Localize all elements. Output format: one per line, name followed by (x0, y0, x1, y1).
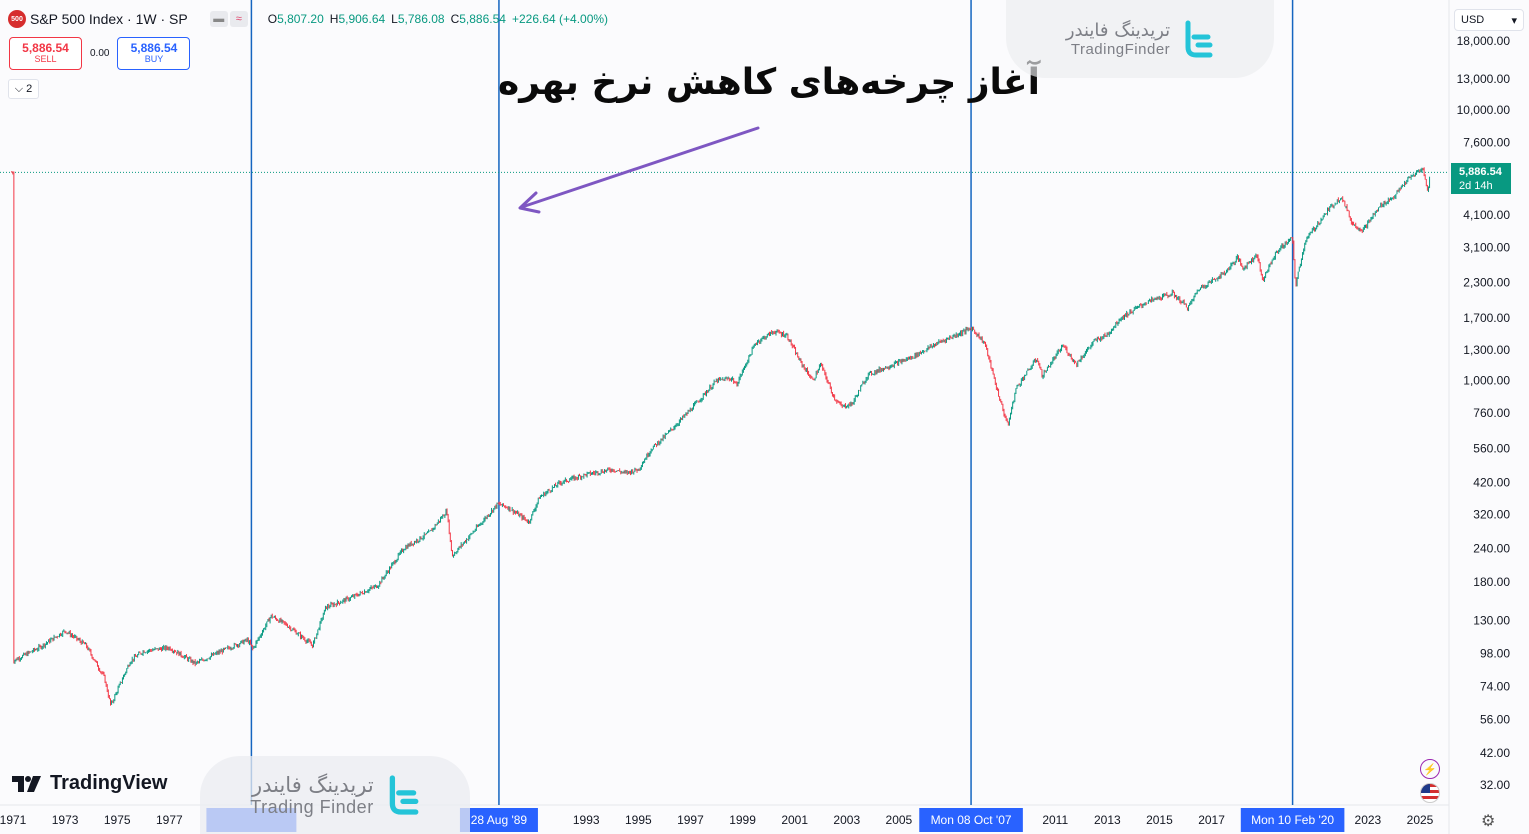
price-tick-label: 13,000.00 (1457, 72, 1511, 86)
tradingfinder-logo-icon (389, 775, 419, 815)
sell-button[interactable]: 5,886.54 SELL (9, 37, 82, 70)
time-tick-label: 2025 (1407, 813, 1434, 827)
price-tick-label: 10,000.00 (1457, 103, 1511, 117)
price-tick-label: 560.00 (1473, 442, 1510, 456)
time-tick-label: 1973 (52, 813, 79, 827)
indicator-collapse-button[interactable]: ⌵ 2 (8, 79, 39, 99)
date-tag-box (919, 808, 1023, 832)
time-tick-label: 1999 (729, 813, 756, 827)
wave-icon[interactable]: ≈ (229, 11, 248, 27)
time-tick-label: 1971 (0, 813, 27, 827)
price-tick-label: 1,000.00 (1463, 374, 1510, 388)
date-tag-label: Mon 08 Oct '07 (931, 813, 1012, 827)
currency-select[interactable]: USD ▾ (1454, 9, 1524, 31)
spread-value: 0.00 (90, 48, 110, 59)
time-tick-label: 2015 (1146, 813, 1173, 827)
time-tick-label: 2011 (1042, 813, 1068, 827)
price-tick-label: 320.00 (1473, 507, 1510, 521)
rate-cut-cycle-lines (250, 0, 1294, 805)
time-tick-label: 1995 (625, 813, 652, 827)
time-tick-label: 1993 (573, 813, 600, 827)
time-tick-label: 1977 (156, 813, 183, 827)
time-tick-label: 1975 (104, 813, 131, 827)
time-tick-label: 2013 (1094, 813, 1121, 827)
price-tick-label: 3,100.00 (1463, 241, 1510, 255)
time-tick-label: 2017 (1198, 813, 1225, 827)
tradingfinder-logo-icon (1185, 20, 1213, 58)
time-tick-label: 2001 (781, 813, 808, 827)
rate-cut-annotation: آغاز چرخه‌های کاهش نرخ بهره (498, 62, 1040, 103)
price-tick-label: 56.00 (1480, 712, 1510, 726)
date-tag-box (459, 808, 538, 832)
price-tick-label: 130.00 (1473, 613, 1510, 627)
buy-button[interactable]: 5,886.54 BUY (117, 37, 191, 70)
price-tick-label: 98.00 (1480, 647, 1510, 661)
price-tick-label: 32.00 (1480, 778, 1510, 792)
trade-panel: 5,886.54 SELL 0.00 5,886.54 BUY (9, 37, 191, 70)
price-tick-label: 240.00 (1473, 541, 1510, 555)
date-tag-label: Mon 10 Feb '20 (1251, 813, 1334, 827)
date-tag-label: 28 Aug '89 (471, 813, 528, 827)
dropdown-caret-icon: ▾ (1511, 14, 1517, 27)
ohlc-change: +226.64 (+4.00%) (511, 12, 609, 26)
tradingview-mark-icon (12, 775, 41, 792)
price-tick-label: 7,600.00 (1463, 135, 1510, 149)
price-tick-label: 420.00 (1473, 476, 1510, 490)
price-tick-label: 4,100.00 (1463, 208, 1510, 222)
price-tick-label: 760.00 (1473, 406, 1510, 420)
price-tick-label: 74.00 (1480, 680, 1510, 694)
price-candles (11, 167, 1431, 706)
settings-gear-icon[interactable]: ⚙ (1481, 813, 1496, 830)
time-tick-label: 1997 (677, 813, 704, 827)
chart-header: 500 S&P 500 Index · 1W · SP ▬ ≈ O5,807.2… (8, 10, 608, 28)
tradingfinder-watermark-bottom: تریدینگ فایندر Trading Finder (200, 756, 470, 834)
lightning-icon[interactable]: ⚡ (1420, 759, 1440, 779)
chevron-down-icon: ⌵ (14, 82, 24, 95)
symbol-title[interactable]: S&P 500 Index · 1W · SP (30, 11, 188, 27)
price-tick-label: 180.00 (1473, 575, 1510, 589)
time-axis: 1971 1973 1975 1977 1993 1995 1997 1999 2001 2003… (0, 813, 1434, 827)
us-flag-icon[interactable] (1420, 783, 1440, 803)
tradingview-logo[interactable]: TradingView (12, 772, 167, 795)
ohlc-values: O5,807.20 H5,906.64 L5,786.08 C5,886.54 … (267, 12, 609, 26)
price-tick-label: 42.00 (1480, 746, 1510, 760)
time-tick-label: 2023 (1355, 813, 1382, 827)
symbol-badge[interactable]: 500 (8, 10, 26, 28)
time-tick-label: 2005 (886, 813, 913, 827)
minimize-icon[interactable]: ▬ (209, 11, 228, 27)
price-tick-label: 1,700.00 (1463, 311, 1510, 325)
price-tick-label: 1,300.00 (1463, 343, 1510, 357)
annotation-arrow (518, 126, 760, 214)
price-tick-label: 18,000.00 (1457, 34, 1511, 48)
current-price-label: 5,886.54 2d 14h (1451, 163, 1511, 195)
time-tick-label: 2003 (833, 813, 860, 827)
price-axis: 18,000.0013,000.0010,000.007,600.005,500… (1457, 34, 1511, 792)
price-tick-label: 2,300.00 (1463, 276, 1510, 290)
date-tag-box (1240, 808, 1345, 832)
tradingfinder-watermark-top: تریدینگ فایندر TradingFinder (1006, 0, 1274, 78)
